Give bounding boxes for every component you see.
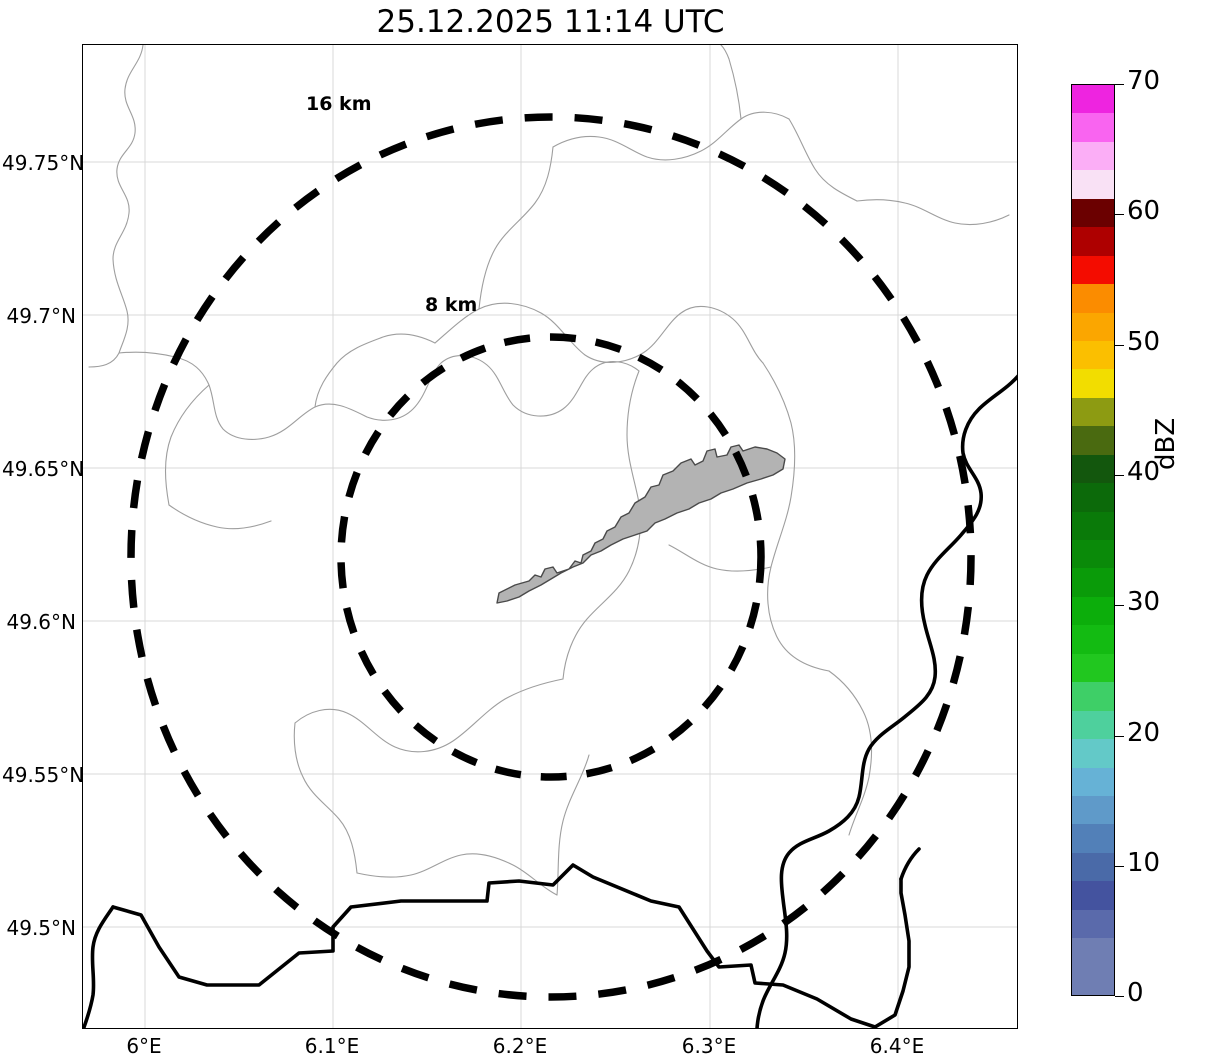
colorbar-band [1072,824,1114,853]
colorbar-tick-label-70: 70 [1127,66,1161,96]
colorbar-tick-70 [1115,84,1124,85]
colorbar-band [1072,141,1114,171]
colorbar-band [1072,568,1114,597]
colorbar-tick-40 [1115,475,1124,476]
range-ring-16km [127,113,975,1001]
colorbar-band [1072,369,1114,398]
colorbar-band [1072,340,1114,370]
colorbar-band [1072,483,1114,512]
colorbar-tick-label-50: 50 [1127,327,1161,357]
range-ring-label-8km: 8 km [425,294,478,316]
colorbar-band [1072,596,1114,626]
colorbar-band [1072,682,1114,711]
radar-map-canvas [83,45,1017,1028]
colorbar-band [1072,653,1114,683]
colorbar-band [1072,938,1114,967]
colorbar-band [1072,710,1114,740]
colorbar-tick-20 [1115,736,1124,737]
colorbar-band [1072,625,1114,654]
colorbar-band [1072,284,1114,313]
range-ring-label-16km: 16 km [306,93,372,115]
colorbar-tick-60 [1115,214,1124,215]
colorbar-tick-label-0: 0 [1127,978,1144,1008]
xtick-label-6-3: 6.3°E [681,1034,737,1058]
ytick-label-49-6: 49.6°N [6,610,77,634]
page-title: 25.12.2025 11:14 UTC [376,4,725,40]
city-polygon [496,444,786,604]
colorbar-band [1072,511,1114,540]
colorbar-band [1072,767,1114,796]
colorbar-tick-50 [1115,345,1124,346]
colorbar-band [1072,227,1114,256]
colorbar-band [1072,198,1114,228]
colorbar-band [1072,966,1114,995]
xtick-label-6: 6°E [126,1034,162,1058]
range-ring-8km [337,333,765,781]
colorbar-tick-label-60: 60 [1127,196,1161,226]
colorbar[interactable] [1071,84,1115,996]
colorbar-band [1072,454,1114,484]
colorbar-band [1072,397,1114,427]
ytick-label-49-55: 49.55°N [2,763,85,787]
ytick-label-49-75: 49.75°N [2,151,85,175]
colorbar-tick-label-10: 10 [1127,848,1161,878]
ytick-label-49-5: 49.5°N [6,916,77,940]
colorbar-tick-label-30: 30 [1127,587,1161,617]
national-borders [83,374,1017,1028]
colorbar-tick-label-40: 40 [1127,457,1161,487]
colorbar-band [1072,852,1114,882]
colorbar-tick-0 [1115,996,1124,997]
colorbar-tick-10 [1115,866,1124,867]
colorbar-band [1072,739,1114,768]
ytick-label-49-7: 49.7°N [6,304,77,328]
colorbar-tick-label-20: 20 [1127,718,1161,748]
colorbar-band [1072,909,1114,939]
xtick-label-6-1: 6.1°E [304,1034,360,1058]
colorbar-band [1072,426,1114,455]
xtick-label-6-2: 6.2°E [492,1034,548,1058]
colorbar-axis-label: dBZ [1151,417,1181,470]
colorbar-band [1072,795,1114,825]
admin-boundaries [88,45,1010,896]
colorbar-band [1072,170,1114,199]
colorbar-band [1072,540,1114,569]
colorbar-band [1072,113,1114,142]
radar-map-axes: 16 km 8 km [82,44,1018,1029]
colorbar-band [1072,881,1114,910]
colorbar-band [1072,85,1114,114]
colorbar-band [1072,255,1114,285]
colorbar-band [1072,312,1114,341]
colorbar-tick-30 [1115,605,1124,606]
xtick-label-6-4: 6.4°E [869,1034,925,1058]
ytick-label-49-65: 49.65°N [2,457,85,481]
map-gridlines [83,45,1017,1028]
